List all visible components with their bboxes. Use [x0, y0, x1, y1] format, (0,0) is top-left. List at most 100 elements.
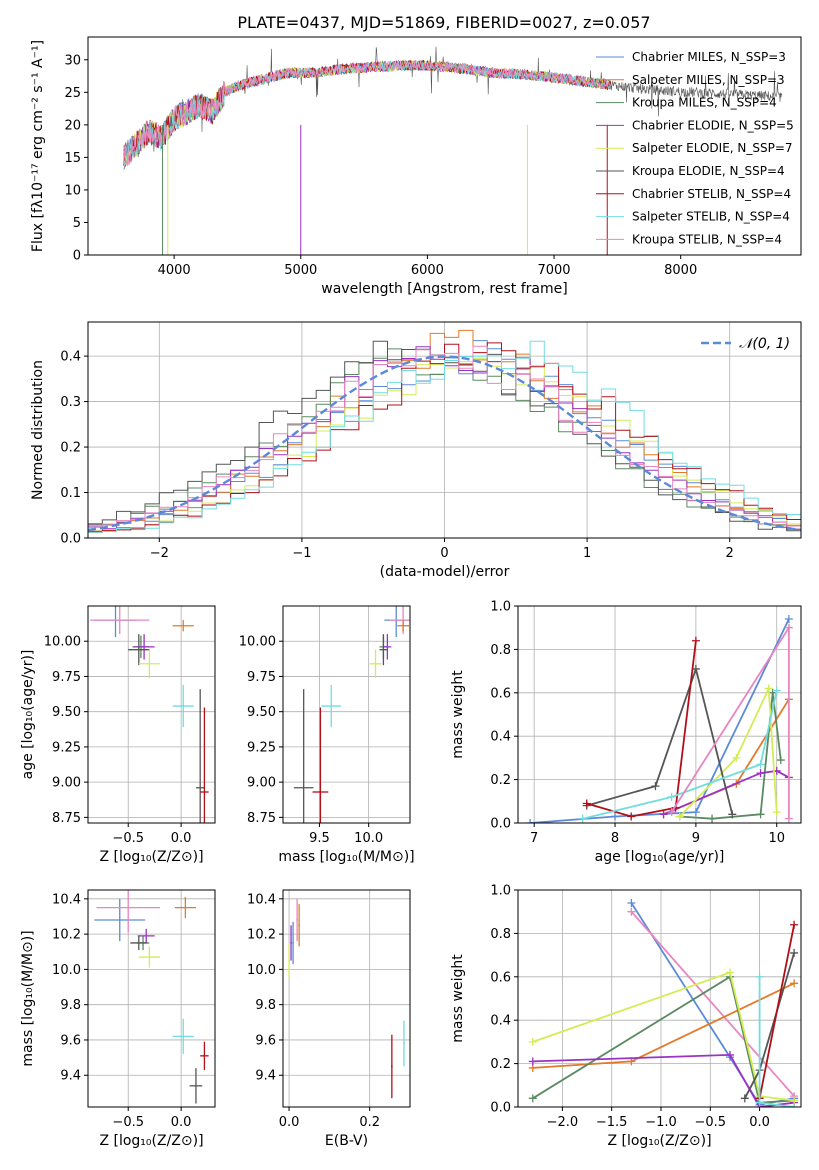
weight-marker: [790, 979, 799, 988]
weight-marker: [790, 948, 799, 957]
y-tick-label: 9.4: [60, 1069, 81, 1084]
weight-marker: [756, 769, 765, 778]
weight-marker: [776, 756, 785, 765]
weight-marker: [784, 814, 793, 823]
x-tick-label: 9: [692, 831, 700, 846]
weight-marker: [627, 899, 636, 908]
x-tick-label: 0.0: [749, 1115, 770, 1130]
y-tick-label: 9.50: [52, 705, 81, 720]
y-tick-label: 0.4: [60, 350, 81, 365]
weight-marker: [755, 1098, 764, 1107]
weight-marker: [659, 810, 668, 819]
panel-mass_weight_vs_Z: −2.0 −1.5 −1.0 −0.5 0.0 0.0 0.2 0.4 0.6 0.8 1.0 Z […: [450, 884, 802, 1149]
panels: 4000 5000 6000 7000 8000051015202530waveleng…: [20, 36, 802, 1149]
weight-marker: [726, 1050, 735, 1059]
x-tick-label: 9.5: [309, 831, 330, 846]
x-axis-label: Z [log₁₀(Z/Z⊙)]: [99, 1133, 203, 1149]
weight-marker: [627, 812, 636, 821]
weight-line: [586, 665, 734, 815]
y-tick-label: 15: [64, 151, 81, 166]
axes-frame: [87, 889, 216, 1108]
x-tick-label: 6000: [411, 263, 444, 278]
legend-label: Chabrier MILES, N_SSP=3: [632, 50, 786, 64]
legend-label: Salpeter STELIB, N_SSP=4: [632, 210, 790, 224]
x-tick-label: 10: [768, 831, 785, 846]
weight-line: [679, 688, 778, 818]
y-tick-label: 10: [64, 183, 81, 198]
y-tick-label: 9.75: [52, 670, 81, 685]
weight-marker: [784, 623, 793, 632]
x-axis-label: mass [log₁₀(M/M⊙)]: [278, 849, 414, 865]
y-tick-label: 20: [64, 118, 81, 133]
x-tick-label: 0.0: [171, 1115, 192, 1130]
plot-area: [526, 615, 793, 823]
weight-marker: [582, 799, 591, 808]
x-tick-label: 0.0: [171, 831, 192, 846]
x-tick-label: 5000: [284, 263, 317, 278]
legend-label: Kroupa STELIB, N_SSP=4: [632, 232, 782, 246]
x-tick-label: −2: [150, 546, 169, 561]
weight-marker: [772, 808, 781, 817]
weight-marker: [611, 812, 620, 821]
figure-title: PLATE=0437, MJD=51869, FIBERID=0027, z=0…: [237, 13, 650, 32]
weight-marker: [667, 792, 676, 801]
y-tick-label: 9.6: [255, 1033, 276, 1048]
weight-line: [663, 769, 790, 816]
weight-marker: [740, 1094, 749, 1103]
x-axis-label: Z [log₁₀(Z/Z⊙)]: [607, 1133, 711, 1149]
y-tick-label: 0.8: [490, 927, 511, 942]
histogram-series: [88, 329, 801, 533]
y-tick-label: 0.0: [490, 1101, 511, 1116]
histogram-series: [88, 340, 801, 533]
legend-label: 𝒩(0, 1): [739, 336, 790, 352]
y-tick-label: 9.75: [247, 670, 276, 685]
weight-marker: [528, 1037, 537, 1046]
weight-line: [758, 924, 795, 1099]
x-tick-label: −0.5: [112, 831, 144, 846]
panel-mass_vs_Z: −0.5 0.0 9.4 9.6 9.8 10.0 10.2 10.4 Z [log₁₀(Z/Z…: [20, 889, 216, 1149]
axes-frame: [282, 889, 411, 1108]
x-tick-label: 10.0: [354, 831, 383, 846]
y-tick-label: 9.00: [247, 776, 276, 791]
y-tick-label: 10.4: [52, 892, 81, 907]
y-tick-label: 0.2: [490, 773, 511, 788]
legend-label: Kroupa MILES, N_SSP=4: [632, 96, 777, 110]
panel-age_vs_Z: −0.5 0.0 8.75 9.00 9.25 9.50 9.75 10.00 Z [log₁₀…: [20, 605, 216, 865]
histogram-series: [88, 345, 801, 527]
x-tick-label: −0.5: [694, 1115, 726, 1130]
weight-marker: [667, 808, 676, 817]
y-tick-label: 0.0: [490, 817, 511, 832]
x-tick-label: 1: [583, 546, 591, 561]
weight-marker: [728, 810, 737, 819]
weight-line: [532, 971, 795, 1102]
weight-line: [582, 690, 778, 820]
y-axis-label: mass weight: [450, 670, 466, 759]
y-axis-label: age [log₁₀(age/yr)]: [20, 650, 36, 780]
y-tick-label: 0.8: [490, 643, 511, 658]
legend-label: Salpeter ELODIE, N_SSP=7: [632, 141, 793, 155]
y-tick-label: 9.8: [60, 998, 81, 1013]
weight-marker: [528, 1094, 537, 1103]
weight-marker: [691, 636, 700, 645]
y-tick-label: 9.4: [255, 1069, 276, 1084]
weight-marker: [627, 907, 636, 916]
y-tick-label: 9.8: [255, 998, 276, 1013]
x-tick-label: 7: [530, 831, 538, 846]
y-tick-label: 9.6: [60, 1033, 81, 1048]
x-axis-label: E(B-V): [325, 1133, 368, 1149]
y-tick-label: 9.25: [52, 740, 81, 755]
x-tick-label: 2: [726, 546, 734, 561]
x-tick-label: −2.0: [547, 1115, 579, 1130]
weight-marker: [790, 1103, 799, 1107]
y-tick-label: 8.75: [52, 811, 81, 826]
y-tick-label: 0.4: [490, 1014, 511, 1029]
weight-marker: [764, 684, 773, 693]
y-tick-label: 10.00: [44, 635, 81, 650]
weight-line: [758, 976, 795, 1107]
x-tick-label: −1.0: [645, 1115, 677, 1130]
weight-marker: [756, 810, 765, 819]
y-tick-label: 0: [73, 249, 81, 264]
y-tick-label: 25: [64, 86, 81, 101]
legend-label: Chabrier ELODIE, N_SSP=5: [632, 118, 794, 132]
y-tick-label: 0.1: [60, 486, 81, 501]
